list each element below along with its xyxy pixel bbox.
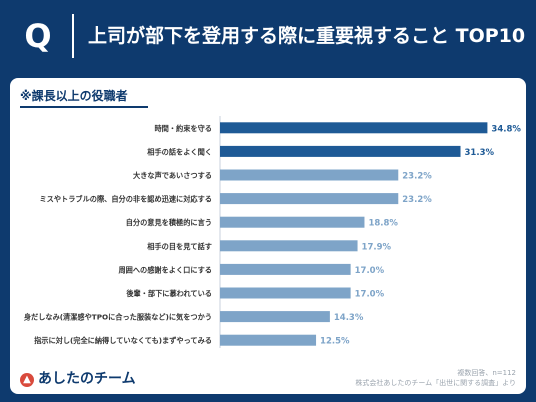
bar	[220, 334, 317, 346]
page-title: 上司が部下を登用する際に重要視すること TOP10	[88, 25, 526, 47]
chart-card: ※課長以上の役職者 時間・約束を守る 34.8% 相手の話をよく聞く 31.3% 大きな…	[10, 78, 526, 394]
value-label: 14.3%	[334, 313, 364, 323]
category-label: 身だしなみ(清潔感やTPOに合った服装など)に気をつかう	[24, 313, 212, 322]
bar	[220, 311, 330, 323]
header: Q 上司が部下を登用する際に重要視すること TOP10	[0, 0, 536, 72]
bar	[220, 263, 351, 275]
value-label: 17.9%	[362, 242, 392, 252]
bars-layer: 時間・約束を守る 34.8% 相手の話をよく聞く 31.3% 大きな声であいさつする 23…	[24, 122, 521, 347]
q-mark: Q	[24, 17, 52, 55]
subtitle-underline	[20, 106, 148, 108]
value-label: 18.8%	[368, 219, 398, 229]
bar-chart: 時間・約束を守る 34.8% 相手の話をよく聞く 31.3% 大きな声であいさつする 23…	[24, 116, 521, 348]
bar	[220, 169, 399, 181]
footnotes: 複数回答、n=112 株式会社あしたのチーム「出世に関する調査」より	[355, 368, 516, 388]
note-source: 株式会社あしたのチーム「出世に関する調査」より	[355, 379, 516, 387]
category-label: 指示に対し(完全に納得していなくても)まずやってみる	[34, 336, 212, 345]
bar	[220, 216, 365, 228]
bar	[220, 122, 488, 134]
value-label: 23.2%	[402, 172, 432, 182]
bar	[220, 287, 351, 299]
flame-icon: ▲	[20, 373, 34, 387]
value-label: 17.0%	[355, 290, 385, 300]
category-label: 周囲への感謝をよく口にする	[118, 265, 212, 274]
category-label: 時間・約束を守る	[154, 124, 212, 133]
value-label: 31.3%	[465, 148, 495, 158]
category-label: 相手の話をよく聞く	[147, 147, 212, 156]
brand-logo-text: あしたのチーム	[38, 371, 136, 387]
category-label: 大きな声であいさつする	[133, 171, 212, 180]
value-label: 12.5%	[320, 337, 350, 347]
header-divider	[72, 14, 74, 58]
bar	[220, 145, 461, 157]
value-label: 17.0%	[355, 266, 385, 276]
value-label: 34.8%	[491, 124, 521, 134]
bar	[220, 193, 399, 205]
category-label: ミスやトラブルの際、自分の非を認め迅速に対応する	[39, 195, 212, 204]
value-label: 23.2%	[402, 195, 432, 205]
category-label: 自分の意見を積極的に言う	[126, 218, 212, 227]
category-label: 後輩・部下に慕われている	[126, 289, 212, 298]
chart-subtitle: ※課長以上の役職者	[20, 89, 128, 103]
note-count: 複数回答、n=112	[457, 369, 516, 377]
category-label: 相手の目を見て話す	[147, 242, 212, 251]
bar	[220, 240, 358, 252]
brand-logo: ▲ あしたのチーム	[20, 370, 136, 388]
